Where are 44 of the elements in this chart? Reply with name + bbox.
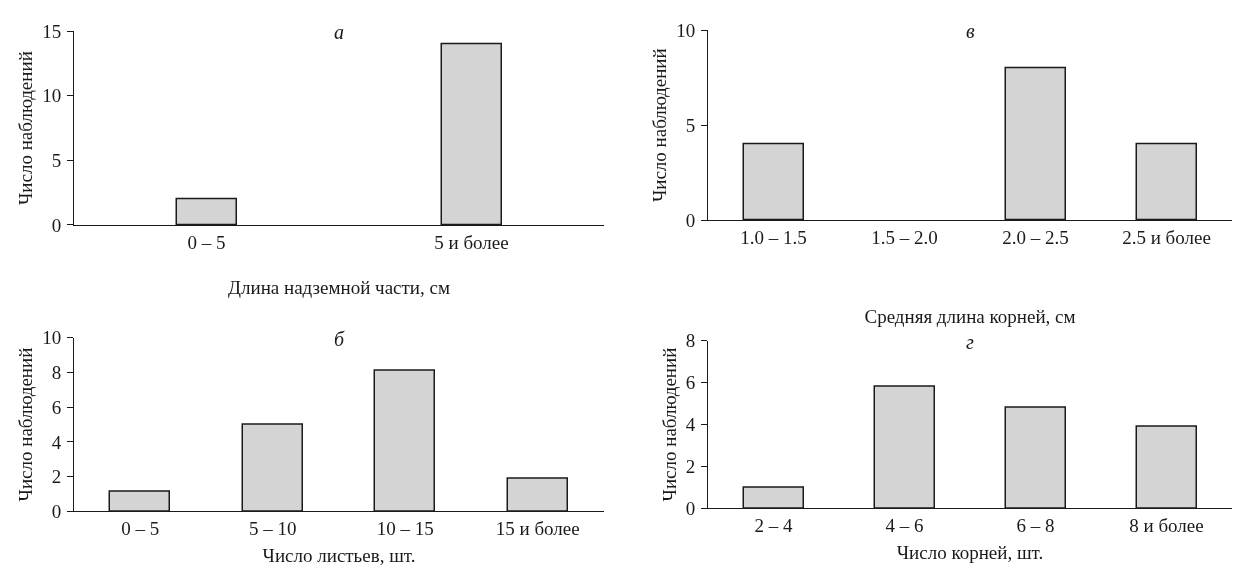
y-tick-label: 5	[51, 150, 62, 172]
x-tick-label: 2.5 и более	[1122, 226, 1211, 248]
y-tick-label: 4	[685, 414, 696, 436]
y-tick-label: 6	[51, 396, 62, 418]
y-tick-label: 8	[51, 362, 62, 384]
y-tick-label: 10	[42, 85, 62, 107]
y-tick-label: 0	[685, 498, 696, 520]
y-tick-label: 2	[685, 456, 696, 478]
y-axis-title: Число наблюдений	[658, 347, 680, 502]
y-tick-label: 10	[42, 327, 62, 349]
x-axis-title: Число листьев, шт.	[262, 544, 416, 566]
x-tick-label: 4 – 6	[885, 515, 924, 537]
x-tick-label: 5 и более	[434, 231, 509, 253]
x-axis-title: Число корней, шт.	[896, 542, 1044, 564]
y-tick-label: 5	[685, 114, 696, 136]
x-tick-label: 2.0 – 2.5	[1002, 226, 1069, 248]
x-tick-label: 8 и более	[1129, 515, 1204, 537]
y-tick-label: 6	[685, 372, 696, 394]
y-axis-title: Число наблюдений	[15, 51, 37, 205]
y-tick-label: 0	[685, 209, 696, 231]
chart-title: б	[334, 328, 345, 350]
x-tick-label: 0 – 5	[121, 518, 160, 540]
x-tick-label: 1.5 – 2.0	[871, 226, 938, 248]
y-axis-title: Число наблюдений	[649, 48, 671, 203]
y-tick-label: 8	[685, 330, 696, 352]
chart-title: а	[334, 21, 344, 43]
x-tick-label: 10 – 15	[376, 518, 434, 540]
y-tick-label: 15	[42, 20, 62, 42]
y-tick-label: 0	[51, 214, 62, 236]
x-axis-title: Средняя длина корней, см	[864, 305, 1076, 327]
x-axis-title: Длина надземной части, см	[228, 276, 450, 298]
y-axis-title: Число наблюдений	[15, 347, 37, 502]
y-tick-label: 10	[676, 19, 696, 41]
x-tick-label: 6 – 8	[1016, 515, 1055, 537]
x-tick-label: 0 – 5	[187, 231, 226, 253]
x-tick-label: 1.0 – 1.5	[740, 226, 807, 248]
y-tick-label: 4	[51, 431, 62, 453]
chart-title: в	[966, 20, 975, 42]
chart-title: г	[966, 331, 974, 353]
y-tick-label: 2	[51, 466, 62, 488]
x-tick-label: 2 – 4	[754, 515, 793, 537]
x-tick-label: 15 и более	[495, 518, 580, 540]
y-tick-label: 0	[51, 500, 62, 522]
x-tick-label: 5 – 10	[249, 518, 297, 540]
